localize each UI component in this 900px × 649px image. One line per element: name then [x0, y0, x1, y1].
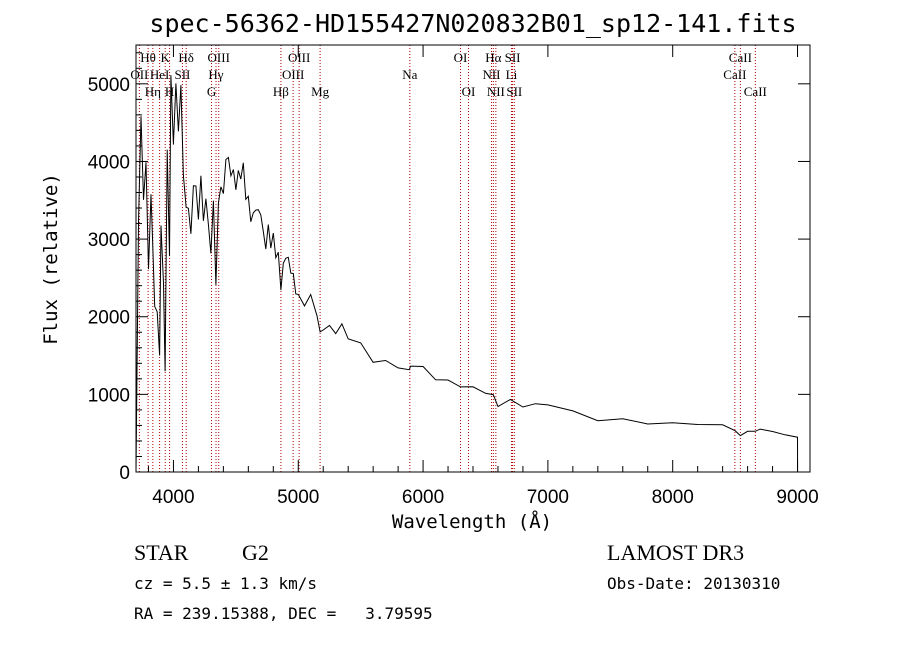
y-tick-label-4: 4000	[88, 152, 130, 173]
spectral-line-label-26: CaII	[744, 84, 767, 99]
spectral-line-label-11: Hβ	[273, 84, 289, 99]
spectral-line-label-10: G	[207, 84, 216, 99]
flux-series-line	[135, 75, 799, 473]
spectral-line-labels: Hθ OII Hη HeI K H Hδ SII OIII Hγ G Hβ OIII OIII Mg Na OI…	[130, 50, 767, 99]
spectral-line-label-1: OII	[130, 67, 148, 82]
plot-frame	[135, 44, 811, 473]
spectral-line-label-21: SII	[505, 50, 521, 65]
x-tick-label-3: 7000	[527, 487, 569, 508]
redshift-text: cz = 5.5 ± 1.3 km/s	[134, 574, 318, 593]
spectral-line-label-24: CaII	[729, 50, 752, 65]
x-axis-label: Wavelength (Å)	[392, 510, 552, 533]
spectral-line-label-7: SII	[174, 67, 190, 82]
spectral-line-label-23: SII	[506, 84, 522, 99]
coordinates-text: RA = 239.15388, DEC = 3.79595	[134, 604, 433, 623]
spectral-line-label-2: Hη	[145, 84, 161, 99]
x-axis-ticks: 4000 5000 6000 7000 8000 9000	[147, 45, 819, 508]
y-tick-label-0: 0	[119, 463, 130, 484]
obs-date-text: Obs-Date: 20130310	[607, 574, 781, 593]
spectral-line-label-18: Hα	[485, 50, 501, 65]
spectral-line-label-5: H	[165, 84, 174, 99]
spectral-line-label-25: CaII	[723, 67, 746, 82]
chart-title: spec-56362-HD155427N020832B01_sp12-141.f…	[149, 9, 796, 38]
spectral-line-label-20: NII	[487, 84, 505, 99]
survey-name: LAMOST DR3	[607, 540, 745, 565]
x-tick-label-5: 9000	[776, 487, 818, 508]
y-tick-label-1: 1000	[88, 385, 130, 406]
spectral-line-label-19: NII	[482, 67, 500, 82]
spectral-line-label-8: OIII	[208, 50, 230, 65]
spectral-line-label-12: OIII	[288, 50, 310, 65]
y-axis-ticks: 0 1000 2000 3000 4000 5000	[88, 52, 810, 484]
spectral-line-label-14: Mg	[311, 84, 330, 99]
spectral-line-label-13: OIII	[282, 67, 304, 82]
spectral-line-label-15: Na	[402, 67, 417, 82]
x-tick-label-0: 4000	[152, 487, 194, 508]
spectral-line-label-3: HeI	[150, 67, 170, 82]
spectral-line-label-22: Li	[506, 67, 518, 82]
object-class: STAR	[134, 540, 189, 565]
x-tick-label-2: 6000	[402, 487, 444, 508]
spectral-line-label-16: OI	[454, 50, 468, 65]
x-tick-label-4: 8000	[652, 487, 694, 508]
spectral-line-label-0: Hθ	[140, 50, 156, 65]
spectral-line-label-6: Hδ	[178, 50, 194, 65]
spectral-line-label-4: K	[161, 50, 171, 65]
y-tick-label-2: 2000	[88, 308, 130, 329]
x-tick-label-1: 5000	[277, 487, 319, 508]
y-tick-label-5: 5000	[88, 75, 130, 96]
spectral-line-label-17: OI	[462, 84, 476, 99]
y-tick-label-3: 3000	[88, 230, 130, 251]
y-axis-label: Flux (relative)	[40, 173, 62, 345]
spectral-line-label-9: Hγ	[208, 67, 223, 82]
object-subclass: G2	[242, 540, 269, 565]
spectral-lines	[138, 45, 756, 472]
